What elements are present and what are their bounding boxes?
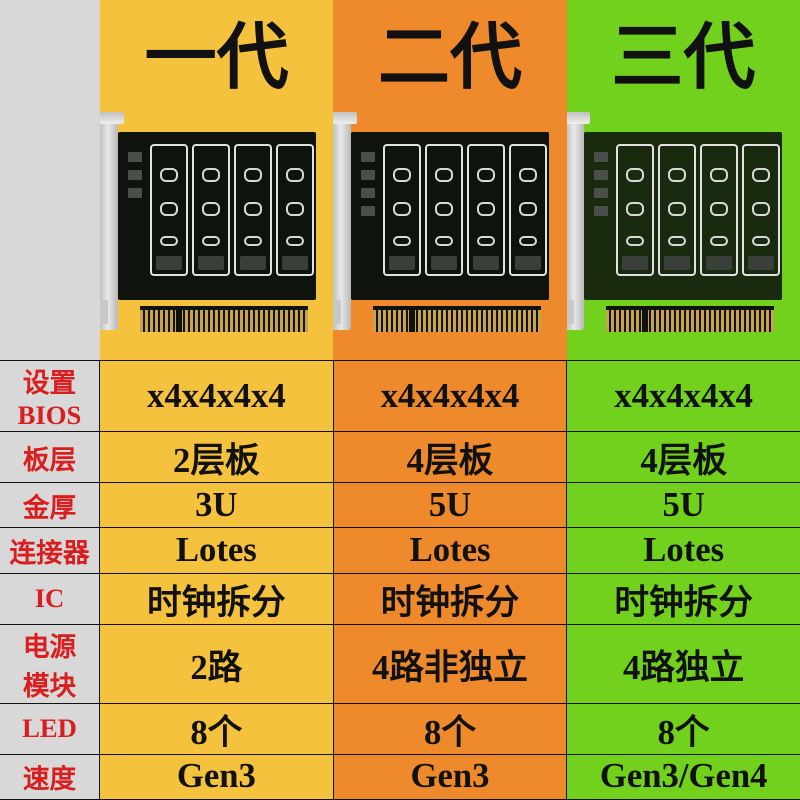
spec-cell-gen2: 4路非独立	[334, 625, 568, 703]
table-row: 金厚3U5U5U	[0, 482, 800, 527]
row-label-text: 板层	[23, 438, 76, 477]
product-image-gen2	[333, 100, 566, 360]
row-label-text: 模块	[23, 664, 76, 703]
table-row: 设置BIOSx4x4x4x4x4x4x4x4x4x4x4x4	[0, 360, 800, 431]
row-label: 板层	[0, 432, 100, 482]
pcie-card-icon	[578, 130, 788, 330]
row-label: 电源模块	[0, 625, 100, 703]
col-title-gen3: 三代	[567, 0, 800, 100]
row-label: 速度	[0, 755, 100, 799]
spec-cell-gen1: Gen3	[100, 755, 334, 799]
row-label: IC	[0, 574, 100, 624]
row-label: LED	[0, 704, 100, 754]
spec-cell-gen2: Gen3	[334, 755, 568, 799]
spec-table: 设置BIOSx4x4x4x4x4x4x4x4x4x4x4x4板层2层板4层板4层…	[0, 360, 800, 800]
table-row: 电源模块2路4路非独立4路独立	[0, 624, 800, 703]
row-label-text: 设置	[23, 361, 76, 400]
spec-cell-gen2: 时钟拆分	[334, 574, 568, 624]
comparison-page: 一代 二代 三代	[0, 0, 800, 800]
row-label-text: LED	[22, 713, 77, 744]
spec-cell-gen1: 8个	[100, 704, 334, 754]
spec-cell-gen2: 4层板	[334, 432, 568, 482]
row-label-text: 金厚	[23, 486, 76, 525]
spec-cell-gen3: 8个	[567, 704, 800, 754]
col-title-gen1: 一代	[100, 0, 333, 100]
table-row: 连接器LotesLotesLotes	[0, 527, 800, 572]
image-row	[0, 100, 800, 360]
row-label: 连接器	[0, 528, 100, 572]
table-row: 速度Gen3Gen3Gen3/Gen4	[0, 754, 800, 800]
spec-cell-gen2: 8个	[334, 704, 568, 754]
row-label-text: 连接器	[10, 531, 90, 570]
row-label-text: 电源	[23, 625, 76, 664]
spec-cell-gen2: 5U	[334, 483, 568, 527]
pcie-card-icon	[345, 130, 555, 330]
row-label: 设置BIOS	[0, 361, 100, 431]
spec-cell-gen1: Lotes	[100, 528, 334, 572]
spec-cell-gen3: 5U	[567, 483, 800, 527]
table-row: LED8个8个8个	[0, 703, 800, 754]
row-label-text: BIOS	[18, 400, 82, 431]
spec-cell-gen2: x4x4x4x4	[334, 361, 568, 431]
pcie-card-icon	[112, 130, 322, 330]
row-label-text: IC	[35, 583, 65, 614]
spec-cell-gen3: 4路独立	[567, 625, 800, 703]
spec-cell-gen3: x4x4x4x4	[567, 361, 800, 431]
table-row: 板层2层板4层板4层板	[0, 431, 800, 482]
spec-cell-gen1: x4x4x4x4	[100, 361, 334, 431]
product-image-gen1	[100, 100, 333, 360]
row-label-text: 速度	[23, 757, 76, 796]
image-label-spacer	[0, 100, 100, 360]
spec-cell-gen3: 4层板	[567, 432, 800, 482]
spec-cell-gen1: 2路	[100, 625, 334, 703]
product-image-gen3	[567, 100, 800, 360]
header-row: 一代 二代 三代	[0, 0, 800, 100]
spec-cell-gen3: 时钟拆分	[567, 574, 800, 624]
spec-cell-gen3: Lotes	[567, 528, 800, 572]
spec-cell-gen1: 时钟拆分	[100, 574, 334, 624]
table-row: IC时钟拆分时钟拆分时钟拆分	[0, 573, 800, 624]
spec-cell-gen1: 3U	[100, 483, 334, 527]
spec-cell-gen1: 2层板	[100, 432, 334, 482]
spec-cell-gen2: Lotes	[334, 528, 568, 572]
row-label: 金厚	[0, 483, 100, 527]
col-title-gen2: 二代	[333, 0, 566, 100]
header-label-spacer	[0, 0, 100, 100]
spec-cell-gen3: Gen3/Gen4	[567, 755, 800, 799]
